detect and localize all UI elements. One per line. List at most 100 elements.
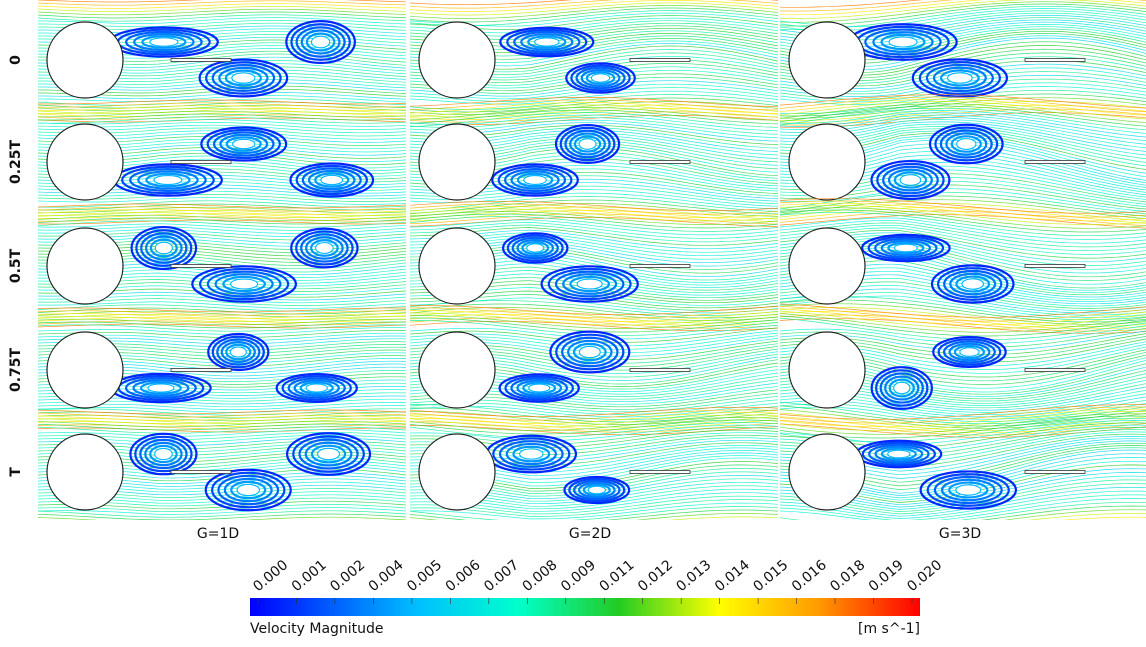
streamline xyxy=(38,9,406,15)
plate xyxy=(1025,471,1085,474)
vortex-core xyxy=(524,176,545,184)
vortex-core xyxy=(312,37,329,47)
vortex-core xyxy=(232,73,254,82)
plate xyxy=(630,265,690,268)
plate xyxy=(630,471,690,474)
vortex-core xyxy=(895,245,917,252)
colorbar-tick-label: 0.016 xyxy=(789,557,830,595)
plate xyxy=(171,471,231,474)
colorbar-tick-label: 0.015 xyxy=(750,557,791,595)
streamline xyxy=(38,520,406,525)
cylinder xyxy=(789,332,865,408)
vortex-core xyxy=(148,384,173,391)
vortex-core xyxy=(520,449,542,458)
plate xyxy=(630,369,690,372)
vortex-core xyxy=(963,279,983,288)
vortex-core xyxy=(580,139,596,148)
vortex-core xyxy=(894,383,909,393)
vortex-core xyxy=(321,176,342,184)
vortex-core xyxy=(238,485,259,495)
colorbar-tick-label: 0.009 xyxy=(558,557,599,595)
vortex-core xyxy=(956,485,980,494)
colorbar-tick-label: 0.006 xyxy=(443,557,484,595)
colorbar-tick-label: 0.007 xyxy=(481,557,522,595)
colorbar-tick-label: 0.008 xyxy=(520,557,561,595)
plate xyxy=(630,161,690,164)
row-label: T xyxy=(8,467,24,477)
vortex-core xyxy=(592,74,609,81)
colorbar-tick-label: 0.000 xyxy=(250,557,291,595)
vortex-core xyxy=(154,176,181,184)
cylinder xyxy=(47,332,123,408)
cylinder xyxy=(47,22,123,98)
vortex-core xyxy=(527,244,543,251)
column-label: G=1D xyxy=(197,526,239,542)
colorbar xyxy=(250,598,920,616)
plate xyxy=(171,59,231,62)
colorbar-unit: [m s^-1] xyxy=(858,621,920,637)
vortex-core xyxy=(890,38,917,47)
vortex-core xyxy=(155,449,172,459)
colorbar-tick-label: 0.019 xyxy=(866,557,907,595)
streamline xyxy=(38,12,406,18)
cylinder xyxy=(419,124,495,200)
cylinder xyxy=(789,124,865,200)
row-label: 0.75T xyxy=(8,348,24,393)
colorbar-tick-label: 0.001 xyxy=(289,557,330,595)
vortex-core xyxy=(960,348,978,355)
streamline xyxy=(38,514,406,520)
vortex-core xyxy=(156,243,172,253)
streamline xyxy=(780,98,1146,119)
colorbar-tick-label: 0.004 xyxy=(366,557,407,595)
vortex-core xyxy=(901,175,920,184)
vortex-core xyxy=(948,73,972,82)
vortex-core xyxy=(957,139,975,149)
vortex-core xyxy=(888,451,909,458)
row-label: 0.25T xyxy=(8,140,24,185)
plate xyxy=(630,59,690,62)
vortex-core xyxy=(529,385,549,392)
vortex-core xyxy=(578,280,602,289)
cylinder xyxy=(419,332,495,408)
vortex-core xyxy=(233,140,254,148)
vortex-core xyxy=(580,347,600,357)
plate xyxy=(1025,369,1085,372)
plate xyxy=(1025,161,1085,164)
cylinder xyxy=(419,434,495,510)
plate xyxy=(171,265,231,268)
colorbar-tick-label: 0.012 xyxy=(635,557,676,595)
cylinder xyxy=(47,228,123,304)
colorbar-title: Velocity Magnitude xyxy=(250,621,384,637)
plate xyxy=(1025,265,1085,268)
vortex-core xyxy=(318,449,339,459)
colorbar-tick-label: 0.014 xyxy=(712,557,753,595)
column-label: G=2D xyxy=(569,526,611,542)
cylinder xyxy=(419,228,495,304)
colorbar-tick-label: 0.011 xyxy=(597,557,638,595)
vortex-core xyxy=(150,38,177,45)
streamline-panels xyxy=(38,0,1146,539)
plate xyxy=(171,369,231,372)
row-label: 0 xyxy=(8,55,24,65)
vortex-core xyxy=(535,38,558,45)
streamline xyxy=(38,517,406,523)
figure: Velocity Magnitude [m s^-1] 0 0.25T 0.5T 0.… xyxy=(0,0,1146,643)
colorbar-tick-label: 0.018 xyxy=(827,557,868,595)
plate xyxy=(171,161,231,164)
colorbar-tick-label: 0.013 xyxy=(673,557,714,595)
vortex-core xyxy=(307,385,327,392)
row-label: 0.5T xyxy=(8,248,24,283)
colorbar-tick-label: 0.005 xyxy=(404,557,445,595)
vortex-core xyxy=(231,280,257,289)
cylinder xyxy=(47,434,123,510)
plate xyxy=(1025,59,1085,62)
cylinder xyxy=(789,22,865,98)
vortex-core xyxy=(231,348,246,357)
colorbar-tick-label: 0.020 xyxy=(904,557,945,595)
cylinder xyxy=(789,434,865,510)
cylinder xyxy=(419,22,495,98)
column-label: G=3D xyxy=(939,526,981,542)
cylinder xyxy=(789,228,865,304)
cylinder xyxy=(47,124,123,200)
vortex-core xyxy=(589,487,605,494)
